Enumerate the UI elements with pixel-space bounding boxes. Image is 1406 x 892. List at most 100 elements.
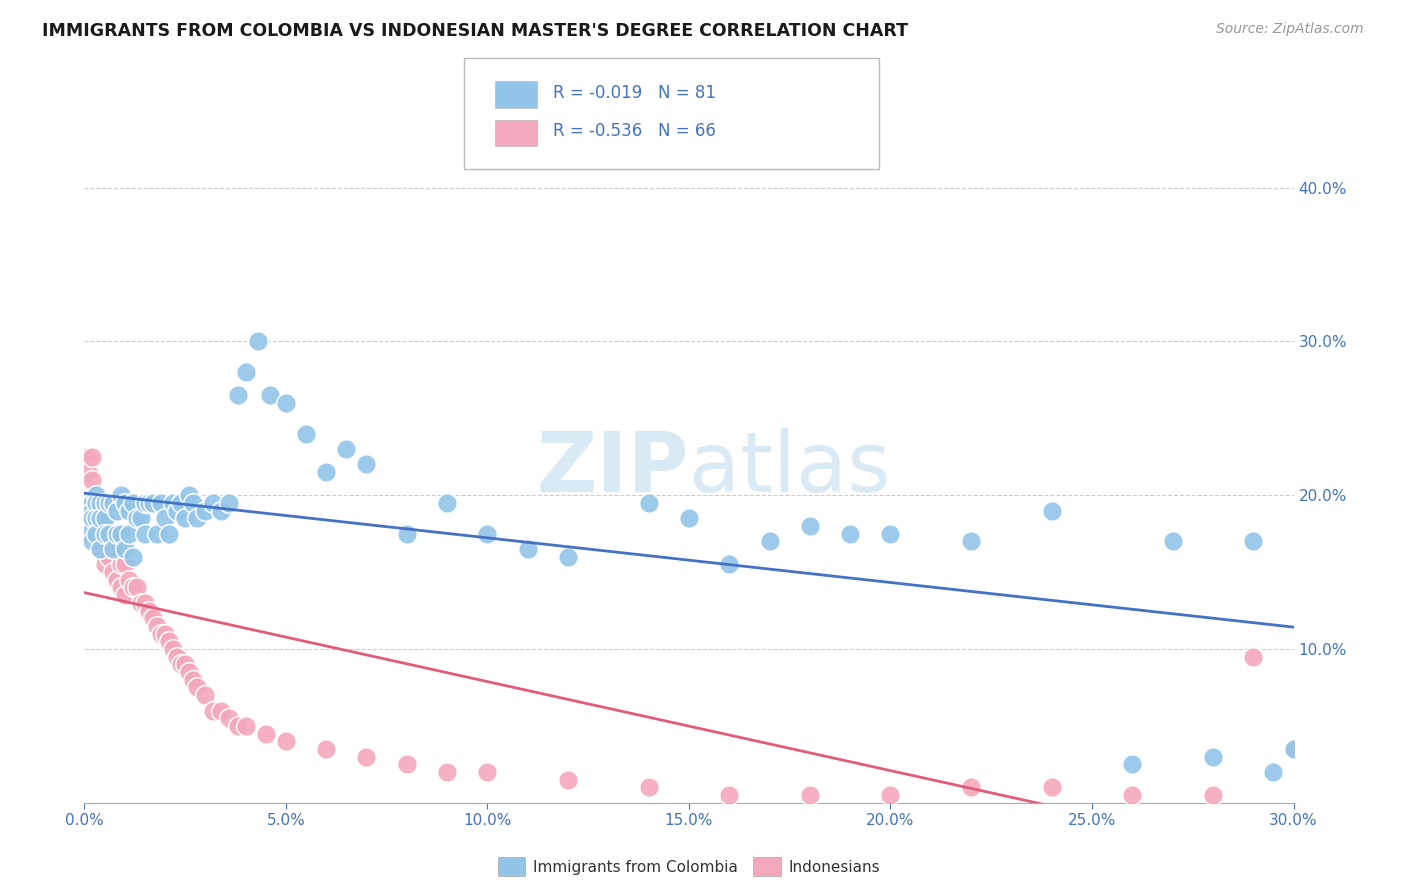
Point — [86, 526, 108, 541]
Point — [179, 488, 201, 502]
Point — [218, 711, 240, 725]
Point — [77, 496, 100, 510]
Point — [246, 334, 269, 349]
Point — [1202, 749, 1225, 764]
Point — [89, 503, 111, 517]
Point — [186, 511, 208, 525]
Point — [295, 426, 318, 441]
Text: ZIP: ZIP — [537, 428, 689, 508]
Text: IMMIGRANTS FROM COLOMBIA VS INDONESIAN MASTER'S DEGREE CORRELATION CHART: IMMIGRANTS FROM COLOMBIA VS INDONESIAN M… — [42, 22, 908, 40]
Point — [274, 396, 297, 410]
Point — [89, 511, 111, 525]
Point — [235, 365, 257, 379]
Point — [718, 788, 741, 802]
Point — [174, 511, 197, 525]
Point — [254, 726, 277, 740]
Point — [477, 765, 499, 780]
Point — [879, 526, 901, 541]
Point — [110, 526, 132, 541]
Point — [86, 511, 108, 525]
Point — [125, 581, 148, 595]
Point — [149, 626, 172, 640]
Point — [89, 496, 111, 510]
Point — [678, 511, 700, 525]
Point — [114, 588, 136, 602]
Point — [960, 780, 983, 795]
Point — [93, 534, 115, 549]
Point — [1263, 765, 1285, 780]
Point — [436, 765, 458, 780]
Point — [77, 511, 100, 525]
Point — [134, 526, 156, 541]
Point — [1121, 757, 1143, 772]
Point — [315, 742, 337, 756]
Point — [82, 534, 104, 549]
Point — [105, 526, 128, 541]
Point — [77, 526, 100, 541]
Point — [637, 496, 659, 510]
Point — [202, 496, 225, 510]
Point — [97, 549, 120, 564]
Point — [86, 526, 108, 541]
Point — [86, 488, 108, 502]
Point — [101, 565, 124, 579]
Point — [121, 496, 143, 510]
Point — [82, 496, 104, 510]
Point — [146, 619, 169, 633]
Point — [181, 496, 204, 510]
Point — [235, 719, 257, 733]
Point — [93, 511, 115, 525]
Point — [557, 549, 579, 564]
Point — [157, 634, 180, 648]
Point — [86, 496, 108, 510]
Point — [1202, 788, 1225, 802]
Point — [105, 573, 128, 587]
Point — [395, 757, 418, 772]
Point — [101, 496, 124, 510]
Point — [226, 388, 249, 402]
Point — [89, 542, 111, 557]
Point — [516, 542, 538, 557]
Point — [121, 581, 143, 595]
Point — [142, 611, 165, 625]
Point — [879, 788, 901, 802]
Point — [121, 549, 143, 564]
Point — [93, 526, 115, 541]
Legend: Immigrants from Colombia, Indonesians: Immigrants from Colombia, Indonesians — [492, 851, 886, 882]
Point — [134, 596, 156, 610]
Point — [162, 496, 184, 510]
Point — [259, 388, 281, 402]
Point — [637, 780, 659, 795]
Point — [89, 542, 111, 557]
Text: R = -0.536   N = 66: R = -0.536 N = 66 — [553, 122, 716, 140]
Point — [129, 511, 152, 525]
Point — [110, 488, 132, 502]
Point — [179, 665, 201, 679]
Point — [162, 642, 184, 657]
Point — [202, 704, 225, 718]
Point — [153, 626, 176, 640]
Point — [1241, 534, 1264, 549]
Point — [799, 519, 821, 533]
Point — [97, 526, 120, 541]
Point — [97, 496, 120, 510]
Point — [125, 511, 148, 525]
Point — [209, 503, 232, 517]
Point — [93, 511, 115, 525]
Point — [166, 649, 188, 664]
Point — [101, 542, 124, 557]
Point — [86, 511, 108, 525]
Point — [174, 657, 197, 672]
Point — [209, 704, 232, 718]
Point — [105, 503, 128, 517]
Y-axis label: Master's Degree: Master's Degree — [0, 406, 7, 531]
Text: Source: ZipAtlas.com: Source: ZipAtlas.com — [1216, 22, 1364, 37]
Point — [97, 526, 120, 541]
Point — [477, 526, 499, 541]
Point — [146, 526, 169, 541]
Text: R = -0.019   N = 81: R = -0.019 N = 81 — [553, 84, 716, 102]
Point — [226, 719, 249, 733]
Point — [1282, 742, 1305, 756]
Point — [557, 772, 579, 787]
Point — [166, 503, 188, 517]
